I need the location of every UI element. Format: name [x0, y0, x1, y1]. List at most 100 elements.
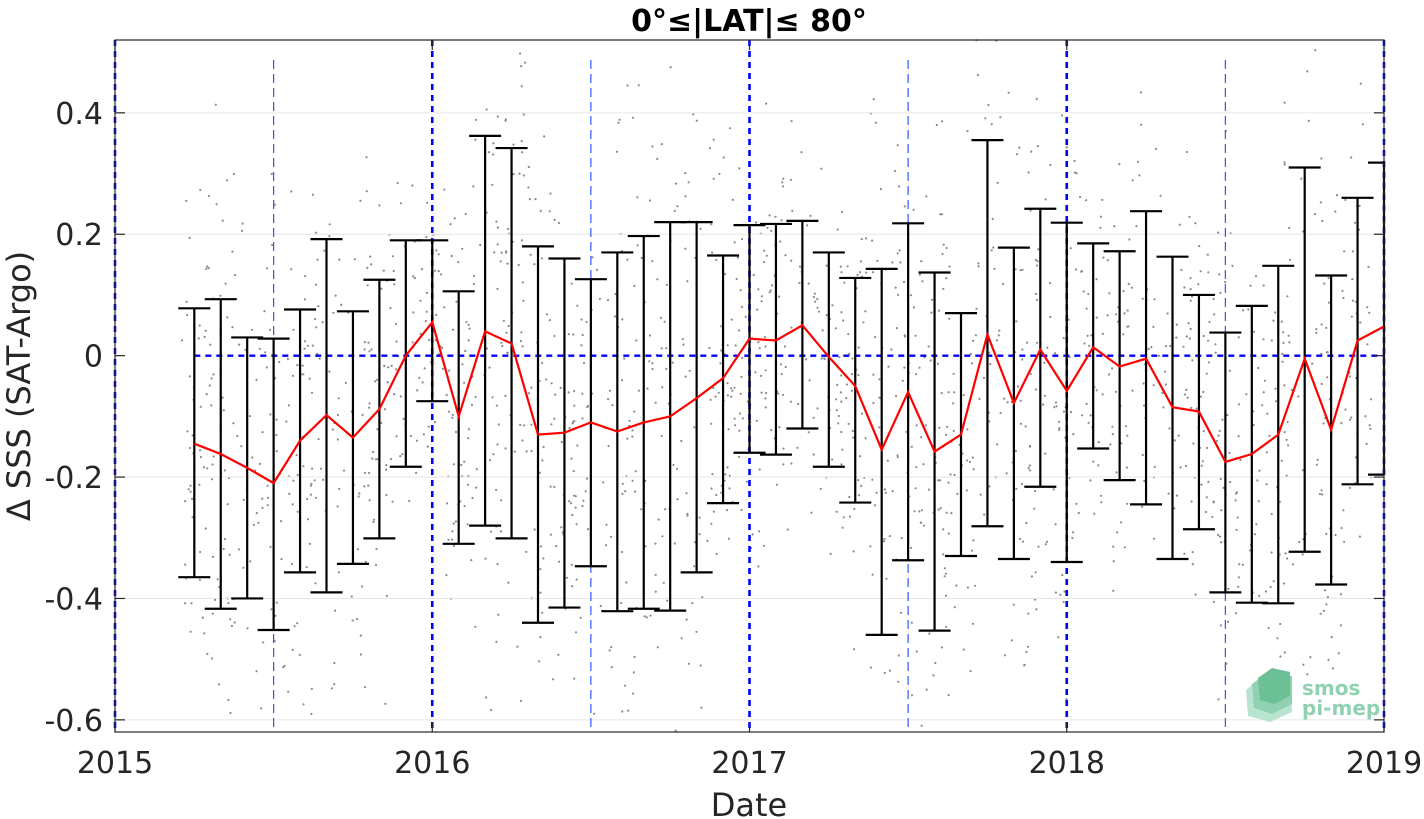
scatter-point [609, 535, 613, 538]
scatter-point [545, 313, 549, 316]
scatter-point [871, 573, 874, 576]
scatter-point [897, 185, 901, 188]
scatter-point [491, 396, 494, 399]
scatter-point [450, 254, 453, 258]
scatter-point [1214, 351, 1217, 354]
scatter-point [738, 167, 741, 170]
scatter-point [1126, 502, 1129, 505]
scatter-point [607, 445, 610, 448]
scatter-point [370, 263, 373, 266]
scatter-point [692, 113, 695, 116]
scatter-point [584, 490, 587, 493]
scatter-point [1220, 541, 1223, 544]
scatter-point [836, 228, 839, 231]
scatter-point [199, 188, 202, 192]
scatter-point [363, 485, 366, 488]
scatter-point [1286, 421, 1289, 424]
scatter-point [837, 422, 840, 425]
scatter-point [608, 649, 611, 652]
scatter-point [757, 565, 760, 568]
scatter-point [567, 333, 570, 336]
scatter-point [895, 327, 899, 330]
scatter-point [1201, 460, 1204, 463]
scatter-point [847, 333, 850, 336]
scatter-point [567, 391, 570, 394]
scatter-point [741, 238, 744, 241]
scatter-point [728, 474, 731, 477]
scatter-point [777, 392, 780, 395]
scatter-point [1139, 91, 1143, 94]
scatter-point [1106, 259, 1109, 262]
scatter-point [330, 687, 333, 690]
scatter-point [1123, 546, 1126, 549]
scatter-point [1089, 414, 1092, 417]
scatter-point [858, 271, 862, 274]
scatter-point [1007, 91, 1010, 94]
scatter-point [1044, 198, 1047, 201]
scatter-point [633, 655, 636, 659]
scatter-point [835, 510, 838, 513]
scatter-point [649, 614, 652, 617]
scatter-point [198, 324, 201, 327]
scatter-point [1325, 532, 1328, 536]
scatter-point [769, 289, 772, 292]
scatter-point [206, 652, 209, 656]
scatter-point [1027, 467, 1030, 470]
scatter-point [1221, 418, 1224, 421]
scatter-point [948, 265, 951, 268]
scatter-point [925, 195, 928, 198]
scatter-point [507, 324, 510, 328]
scatter-point [760, 300, 763, 303]
scatter-point [237, 548, 240, 551]
scatter-point [852, 550, 855, 553]
scatter-point [918, 366, 921, 369]
scatter-point [461, 363, 464, 366]
scatter-point [620, 379, 624, 382]
scatter-point [883, 538, 886, 541]
scatter-point [676, 205, 679, 208]
scatter-point [1366, 306, 1369, 309]
scatter-point [413, 277, 416, 280]
scatter-point [1044, 543, 1047, 546]
scatter-point [646, 387, 649, 390]
error-bars [178, 134, 1386, 636]
scatter-point [1288, 341, 1291, 344]
scatter-point [665, 367, 668, 371]
scatter-point [464, 212, 467, 216]
scatter-point [800, 151, 803, 154]
scatter-point [636, 196, 639, 199]
scatter-point [368, 350, 371, 353]
scatter-point [680, 439, 683, 443]
scatter-point [784, 254, 787, 257]
scatter-point [491, 183, 494, 186]
scatter-point [517, 263, 520, 267]
scatter-point [1175, 494, 1179, 497]
scatter-point [1043, 361, 1046, 364]
scatter-point [1085, 402, 1088, 405]
scatter-point [857, 479, 860, 482]
scatter-point [471, 496, 474, 500]
scatter-point [1099, 215, 1103, 218]
scatter-point [763, 336, 767, 339]
scatter-point [275, 601, 278, 604]
scatter-point [292, 479, 295, 482]
scatter-point [1044, 452, 1047, 455]
scatter-point [1358, 535, 1361, 538]
scatter-point [392, 269, 395, 273]
scatter-point [915, 466, 918, 469]
scatter-point [791, 209, 794, 212]
scatter-point [651, 362, 654, 365]
scatter-point [314, 496, 318, 499]
scatter-point [1195, 407, 1198, 410]
scatter-point [992, 246, 995, 249]
scatter-point [557, 653, 560, 656]
scatter-point [1237, 403, 1241, 406]
scatter-point [495, 404, 498, 407]
scatter-point [851, 429, 854, 433]
scatter-point [368, 471, 371, 474]
scatter-point [946, 425, 949, 428]
scatter-point [521, 345, 524, 348]
scatter-point [495, 488, 498, 491]
scatter-point [1036, 145, 1039, 148]
scatter-point [396, 181, 399, 185]
